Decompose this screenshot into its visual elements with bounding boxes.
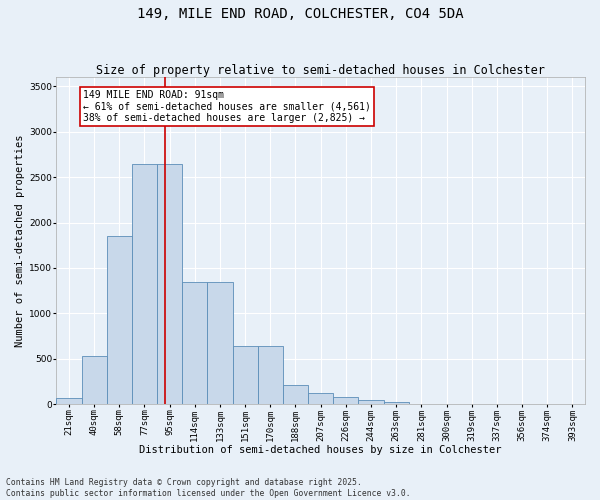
- Bar: [56, 398, 82, 404]
- Bar: [233, 346, 258, 405]
- Bar: [82, 356, 107, 405]
- Text: 149 MILE END ROAD: 91sqm
← 61% of semi-detached houses are smaller (4,561)
38% o: 149 MILE END ROAD: 91sqm ← 61% of semi-d…: [83, 90, 371, 122]
- Bar: [182, 282, 208, 405]
- Y-axis label: Number of semi-detached properties: Number of semi-detached properties: [15, 134, 25, 347]
- Bar: [358, 400, 383, 404]
- Text: Contains HM Land Registry data © Crown copyright and database right 2025.
Contai: Contains HM Land Registry data © Crown c…: [6, 478, 410, 498]
- Bar: [107, 236, 132, 404]
- Text: 149, MILE END ROAD, COLCHESTER, CO4 5DA: 149, MILE END ROAD, COLCHESTER, CO4 5DA: [137, 8, 463, 22]
- Bar: [208, 282, 233, 405]
- Bar: [308, 392, 333, 404]
- Bar: [258, 346, 283, 405]
- Bar: [383, 402, 409, 404]
- X-axis label: Distribution of semi-detached houses by size in Colchester: Distribution of semi-detached houses by …: [139, 445, 502, 455]
- Bar: [132, 164, 157, 404]
- Title: Size of property relative to semi-detached houses in Colchester: Size of property relative to semi-detach…: [96, 64, 545, 77]
- Bar: [157, 164, 182, 404]
- Bar: [283, 386, 308, 404]
- Bar: [333, 397, 358, 404]
